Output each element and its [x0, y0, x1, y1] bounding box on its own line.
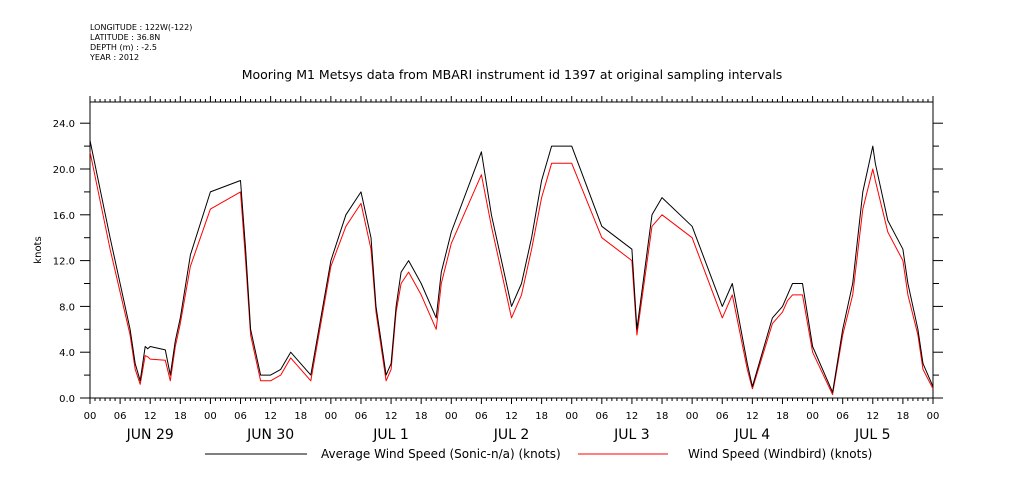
x-tick-label: 12	[866, 411, 879, 422]
x-tick-label: 18	[776, 411, 789, 422]
chart-title: Mooring M1 Metsys data from MBARI instru…	[242, 67, 783, 82]
x-tick-label: 00	[204, 411, 217, 422]
x-tick-label: 06	[234, 411, 247, 422]
x-tick-label: 06	[595, 411, 608, 422]
x-tick-label: 12	[626, 411, 639, 422]
y-tick-label: 4.0	[59, 348, 75, 359]
x-tick-label: 06	[716, 411, 729, 422]
x-tick-label: 00	[565, 411, 578, 422]
x-tick-label: 18	[897, 411, 910, 422]
x-tick-label: 00	[84, 411, 97, 422]
y-axis-label: knots	[33, 236, 44, 263]
x-tick-label: 06	[836, 411, 849, 422]
x-tick-label: 12	[385, 411, 398, 422]
meta-depth: DEPTH (m) : -2.5	[90, 43, 157, 52]
y-tick-label: 20.0	[53, 165, 75, 176]
x-tick-label: 06	[355, 411, 368, 422]
x-tick-label: 00	[686, 411, 699, 422]
day-label: JUL 4	[734, 427, 771, 443]
legend-label-average: Average Wind Speed (Sonic-n/a) (knots)	[321, 447, 561, 461]
x-tick-label: 12	[505, 411, 518, 422]
day-label: JUL 1	[372, 427, 409, 443]
y-tick-label: 0.0	[59, 394, 75, 405]
meta-latitude: LATITUDE : 36.8N	[90, 33, 160, 42]
x-tick-label: 12	[264, 411, 277, 422]
day-label: JUL 2	[493, 427, 530, 443]
series-line-windbird-wind-speed	[89, 151, 934, 396]
x-tick-label: 06	[475, 411, 488, 422]
x-tick-label: 18	[535, 411, 548, 422]
y-tick-label: 16.0	[53, 211, 75, 222]
day-label: JUL 5	[854, 427, 891, 443]
x-tick-label: 00	[324, 411, 337, 422]
meta-year: YEAR : 2012	[89, 53, 139, 62]
day-label: JUL 3	[613, 427, 650, 443]
x-tick-label: 06	[114, 411, 127, 422]
y-tick-label: 12.0	[53, 257, 75, 268]
x-tick-label: 18	[656, 411, 669, 422]
meta-longitude: LONGITUDE : 122W(-122)	[90, 23, 192, 32]
x-tick-label: 00	[806, 411, 819, 422]
legend-label-windbird: Wind Speed (Windbird) (knots)	[688, 447, 872, 461]
axis-ticks	[80, 96, 943, 404]
y-tick-labels: 0.0 4.0 8.0 12.0 16.0 20.0 24.0	[53, 119, 75, 405]
series-layer	[89, 140, 934, 396]
day-label: JUN 29	[126, 427, 174, 443]
day-label: JUN 30	[246, 427, 294, 443]
x-tick-labels: 00 06 12 18 00 06 12 18 00 06 12 18 00 06 12 18 00 06 12 18…	[84, 411, 940, 422]
x-tick-label: 00	[927, 411, 940, 422]
x-tick-label: 00	[445, 411, 458, 422]
day-labels: JUN 29 JUN 30 JUL 1 JUL 2 JUL 3 JUL 4 JUL 5	[126, 427, 891, 443]
x-tick-label: 18	[294, 411, 307, 422]
x-tick-label: 18	[174, 411, 187, 422]
y-tick-label: 8.0	[59, 302, 75, 313]
x-tick-label: 12	[746, 411, 759, 422]
series-line-average-wind-speed	[89, 140, 934, 393]
x-tick-label: 18	[415, 411, 428, 422]
x-tick-label: 12	[144, 411, 157, 422]
y-tick-label: 24.0	[53, 119, 75, 130]
plot-frame	[89, 101, 934, 399]
